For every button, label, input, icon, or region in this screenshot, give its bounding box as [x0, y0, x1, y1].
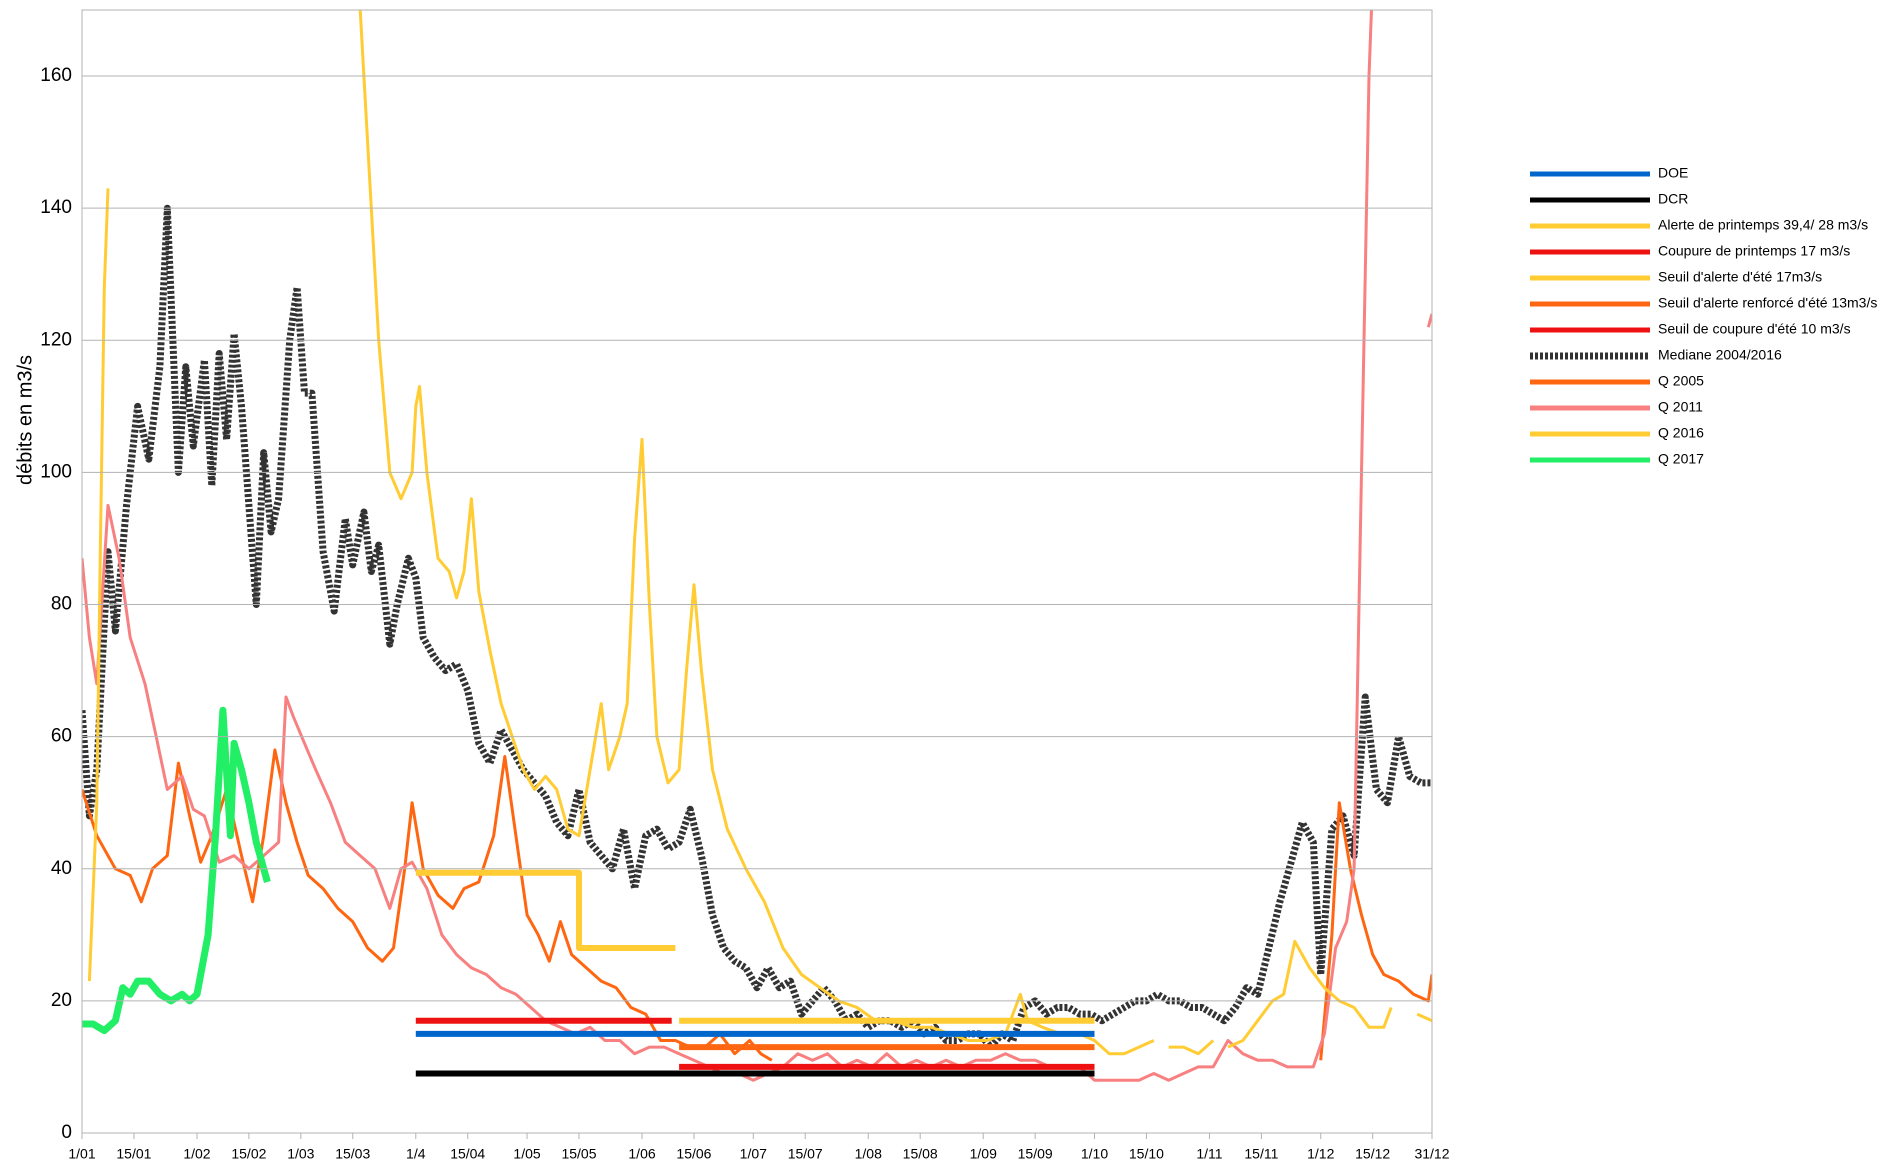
series-line	[87, 10, 1432, 1056]
legend-label: Seuil de coupure d'été 10 m3/s	[1658, 321, 1851, 337]
y-tick-label: 60	[51, 726, 72, 747]
x-tick-label: 1/02	[183, 1146, 210, 1162]
x-tick-label: 15/08	[903, 1146, 938, 1162]
x-tick-label: 15/11	[1244, 1146, 1278, 1162]
legend-label: Alerte de printemps 39,4/ 28 m3/s	[1658, 217, 1868, 233]
x-tick-label: 15/01	[116, 1146, 151, 1162]
legend-label: Q 2017	[1658, 451, 1704, 467]
x-tick-label: 1/09	[970, 1146, 997, 1162]
x-tick-label: 1/10	[1081, 1146, 1108, 1162]
x-tick-label: 1/03	[287, 1146, 314, 1162]
x-tick-label: 1/06	[628, 1146, 655, 1162]
series-line	[82, 10, 1432, 1082]
x-tick-label: 15/05	[561, 1146, 596, 1162]
x-tick-label: 1/01	[68, 1146, 95, 1162]
plot-area	[82, 10, 1432, 1082]
y-tick-label: 140	[40, 197, 72, 218]
x-tick-label: 15/03	[335, 1146, 370, 1162]
y-tick-label: 100	[40, 461, 72, 482]
x-tick-label: 15/10	[1129, 1146, 1164, 1162]
series-line	[415, 869, 676, 951]
y-tick-label: 160	[40, 65, 72, 86]
legend-label: Mediane 2004/2016	[1658, 347, 1782, 363]
x-tick-label: 15/12	[1355, 1146, 1390, 1162]
x-tick-label: 1/07	[740, 1146, 767, 1162]
legend-label: DCR	[1658, 191, 1688, 207]
x-tick-label: 1/11	[1196, 1146, 1222, 1162]
x-tick-label: 1/05	[513, 1146, 540, 1162]
legend-label: Coupure de printemps 17 m3/s	[1658, 243, 1850, 259]
y-tick-label: 20	[51, 990, 72, 1011]
y-tick-label: 0	[61, 1122, 72, 1143]
x-tick-label: 15/09	[1018, 1146, 1053, 1162]
x-tick-label: 15/04	[450, 1146, 485, 1162]
y-tick-label: 40	[51, 858, 72, 879]
series-line	[82, 706, 271, 1035]
legend-label: Seuil d'alerte renforcé d'été 13m3/s	[1658, 295, 1877, 311]
x-tick-label: 15/07	[788, 1146, 823, 1162]
legend-label: Q 2016	[1658, 425, 1704, 441]
legend-label: Q 2011	[1658, 399, 1703, 415]
y-axis-label: débits en m3/s	[14, 355, 36, 485]
y-tick-label: 80	[51, 594, 72, 615]
x-tick-label: 1/4	[406, 1146, 426, 1162]
x-tick-label: 31/12	[1414, 1146, 1449, 1162]
plot-frame	[81, 9, 1433, 1134]
x-tick-label: 1/12	[1307, 1146, 1334, 1162]
legend-label: Q 2005	[1658, 373, 1704, 389]
y-tick-label: 120	[40, 329, 72, 350]
legend-label: Seuil d'alerte d'été 17m3/s	[1658, 269, 1822, 285]
x-tick-label: 15/06	[676, 1146, 711, 1162]
x-tick-label: 1/08	[855, 1146, 882, 1162]
series-line	[82, 204, 1432, 1051]
legend-label: DOE	[1658, 165, 1688, 181]
x-tick-label: 15/02	[231, 1146, 266, 1162]
